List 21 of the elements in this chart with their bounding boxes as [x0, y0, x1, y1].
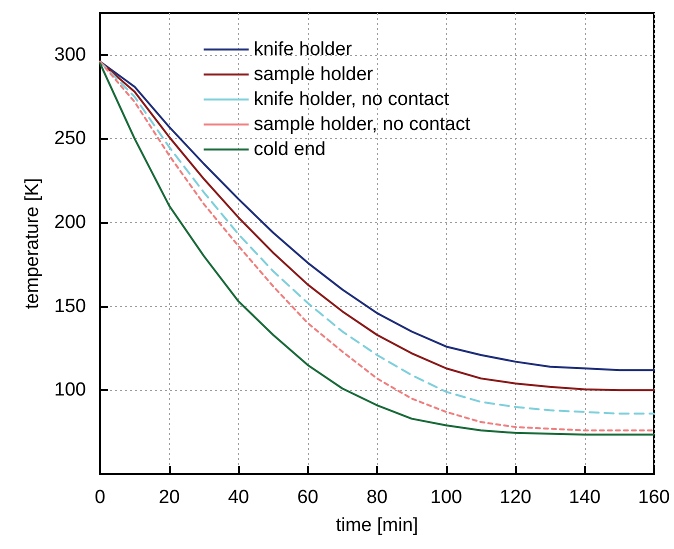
- y-tick-label: 300: [54, 44, 86, 66]
- y-tick-label: 150: [54, 296, 86, 317]
- x-tick-label: 140: [568, 487, 601, 508]
- x-tick-label: 100: [430, 487, 462, 508]
- legend-label: cold end: [254, 139, 326, 160]
- y-tick-label: 100: [54, 380, 86, 401]
- x-tick-label: 40: [228, 487, 250, 508]
- legend-label: knife holder: [254, 39, 353, 60]
- legend-label: sample holder, no contact: [254, 114, 471, 135]
- x-tick-label: 20: [158, 487, 180, 508]
- x-tick-label: 60: [297, 487, 318, 508]
- legend-label: sample holder: [254, 64, 374, 85]
- y-tick-label: 250: [54, 128, 86, 150]
- legend-label: knife holder, no contact: [254, 89, 450, 110]
- x-axis-title: time [min]: [336, 515, 418, 536]
- y-axis-title: temperature [K]: [22, 178, 43, 309]
- x-tick-label: 80: [366, 487, 388, 508]
- x-tick-label: 160: [638, 487, 670, 508]
- x-tick-label: 120: [500, 487, 532, 508]
- x-tick-label: 0: [94, 487, 106, 508]
- y-tick-label: 200: [54, 212, 86, 234]
